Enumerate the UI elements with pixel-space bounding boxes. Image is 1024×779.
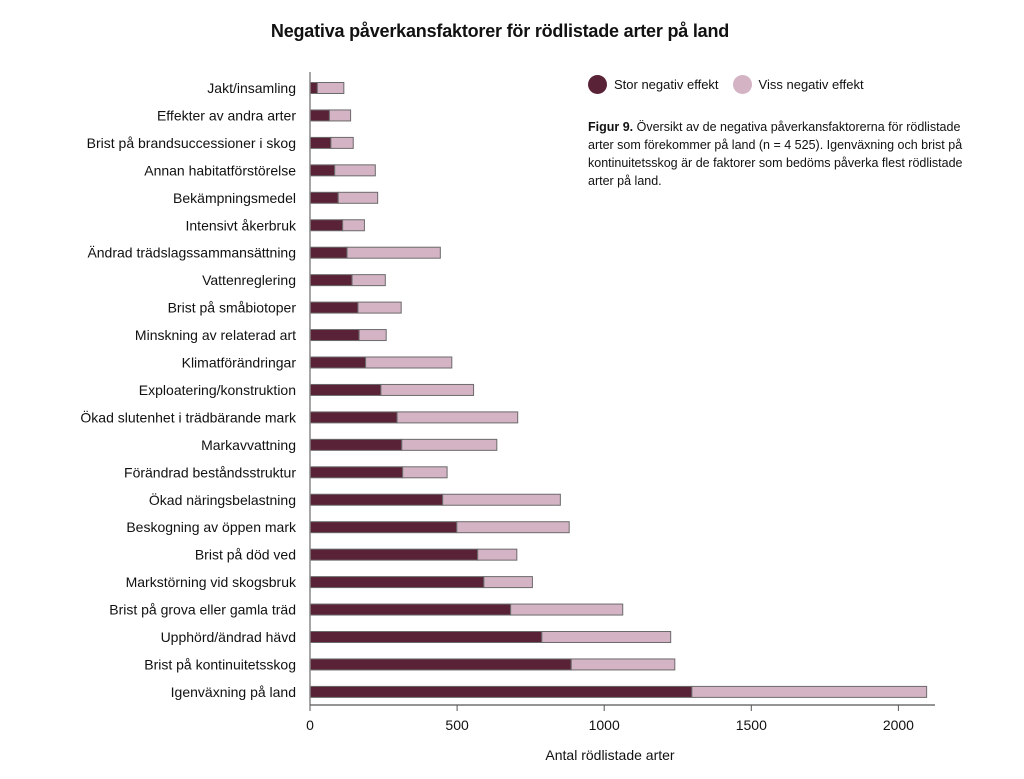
- bar-viss-negativ-effekt: [365, 356, 453, 369]
- category-label: Ökad slutenhet i trädbärande mark: [80, 408, 297, 425]
- bar-stor-negativ-effekt: [309, 329, 360, 342]
- category-label: Brist på kontinuitetsskog: [144, 656, 296, 672]
- category-label: Effekter av andra arter: [157, 107, 296, 123]
- bar-stor-negativ-effekt: [309, 301, 359, 314]
- bar-viss-negativ-effekt: [380, 383, 475, 396]
- bar-viss-negativ-effekt: [316, 82, 345, 94]
- figure-caption: Figur 9. Översikt av de negativa påverka…: [588, 118, 968, 190]
- category-label: Upphörd/ändrad hävd: [161, 629, 296, 645]
- x-tick-label: 0: [306, 717, 314, 733]
- bar-stor-negativ-effekt: [309, 164, 336, 177]
- bar-viss-negativ-effekt: [334, 164, 376, 177]
- category-label: Brist på grova eller gamla träd: [109, 602, 296, 618]
- bar-stor-negativ-effekt: [309, 82, 318, 94]
- bar-stor-negativ-effekt: [309, 576, 485, 589]
- x-axis-title: Antal rödlistade arter: [545, 747, 675, 763]
- bar-viss-negativ-effekt: [357, 301, 402, 314]
- category-label: Klimatförändringar: [182, 355, 297, 371]
- bar-viss-negativ-effekt: [358, 329, 387, 342]
- category-label: Vattenreglering: [202, 272, 296, 288]
- bar-viss-negativ-effekt: [477, 548, 518, 561]
- bar-viss-negativ-effekt: [346, 246, 441, 259]
- bar-stor-negativ-effekt: [309, 411, 398, 424]
- category-label: Markavvattning: [201, 437, 296, 453]
- category-label: Minskning av relaterad art: [135, 327, 296, 343]
- legend-swatch-stor: [588, 75, 607, 94]
- bar-stor-negativ-effekt: [309, 274, 353, 287]
- bar-viss-negativ-effekt: [483, 576, 533, 589]
- bar-stor-negativ-effekt: [309, 136, 332, 149]
- bar-viss-negativ-effekt: [442, 493, 561, 506]
- x-tick-label: 2000: [883, 717, 914, 733]
- category-label: Jakt/insamling: [207, 80, 296, 96]
- bar-viss-negativ-effekt: [337, 191, 379, 204]
- bar-viss-negativ-effekt: [691, 685, 928, 698]
- bar-viss-negativ-effekt: [401, 438, 498, 451]
- x-tick-label: 500: [445, 717, 469, 733]
- bar-viss-negativ-effekt: [328, 109, 352, 122]
- bar-stor-negativ-effekt: [309, 631, 543, 643]
- bar-stor-negativ-effekt: [309, 658, 572, 671]
- bar-viss-negativ-effekt: [510, 603, 624, 616]
- bar-stor-negativ-effekt: [309, 219, 344, 232]
- bar-stor-negativ-effekt: [309, 356, 367, 369]
- legend: Stor negativ effekt Viss negativ effekt: [588, 75, 878, 94]
- bar-stor-negativ-effekt: [309, 109, 330, 122]
- category-label: Intensivt åkerbruk: [186, 217, 297, 233]
- chart-title: Negativa påverkansfaktorer för rödlistad…: [270, 21, 730, 41]
- category-label: Brist på död ved: [195, 547, 296, 563]
- bar-stor-negativ-effekt: [309, 603, 512, 616]
- bar-stor-negativ-effekt: [309, 493, 444, 506]
- x-tick-label: 1000: [589, 717, 620, 733]
- category-label: Brist på småbiotoper: [168, 300, 297, 316]
- caption-text: Översikt av de negativa påverkansfaktore…: [588, 120, 963, 188]
- bar-viss-negativ-effekt: [541, 631, 672, 643]
- bars-group: [309, 82, 928, 698]
- bar-stor-negativ-effekt: [309, 685, 693, 698]
- bar-stor-negativ-effekt: [309, 438, 403, 451]
- legend-label-stor: Stor negativ effekt: [614, 77, 719, 92]
- bar-viss-negativ-effekt: [402, 466, 448, 479]
- x-tick-label: 1500: [736, 717, 767, 733]
- category-label: Beskogning av öppen mark: [126, 519, 297, 535]
- category-label: Ökad näringsbelastning: [149, 491, 296, 508]
- bar-viss-negativ-effekt: [570, 658, 676, 671]
- category-label: Ändrad trädslagssammansättning: [87, 245, 296, 261]
- bar-viss-negativ-effekt: [351, 274, 386, 287]
- category-label: Bekämpningsmedel: [173, 190, 296, 206]
- caption-label: Figur 9.: [588, 120, 634, 134]
- category-labels: Jakt/insamling Effekter av andra arter Bri…: [80, 80, 297, 700]
- category-label: Markstörning vid skogsbruk: [126, 574, 297, 590]
- legend-item-stor: Stor negativ effekt: [588, 75, 719, 94]
- category-label: Igenväxning på land: [171, 684, 296, 700]
- bar-stor-negativ-effekt: [309, 246, 348, 259]
- bar-viss-negativ-effekt: [396, 411, 519, 424]
- x-ticks: 0 500 1000 1500 2000: [306, 705, 914, 733]
- bar-stor-negativ-effekt: [309, 521, 458, 534]
- bar-stor-negativ-effekt: [309, 548, 479, 561]
- legend-label-viss: Viss negativ effekt: [758, 77, 864, 92]
- legend-item-viss: Viss negativ effekt: [732, 75, 864, 94]
- bar-stor-negativ-effekt: [309, 466, 404, 479]
- category-label: Brist på brandsuccessioner i skog: [87, 135, 296, 151]
- legend-swatch-viss: [732, 75, 752, 94]
- bar-stor-negativ-effekt: [309, 191, 339, 204]
- bar-stor-negativ-effekt: [309, 383, 382, 396]
- bar-viss-negativ-effekt: [342, 219, 365, 232]
- bar-viss-negativ-effekt: [456, 521, 570, 534]
- category-label: Annan habitatförstörelse: [144, 162, 296, 178]
- category-label: Exploatering/konstruktion: [139, 382, 296, 398]
- category-label: Förändrad beståndsstruktur: [124, 464, 296, 480]
- bar-viss-negativ-effekt: [330, 136, 354, 149]
